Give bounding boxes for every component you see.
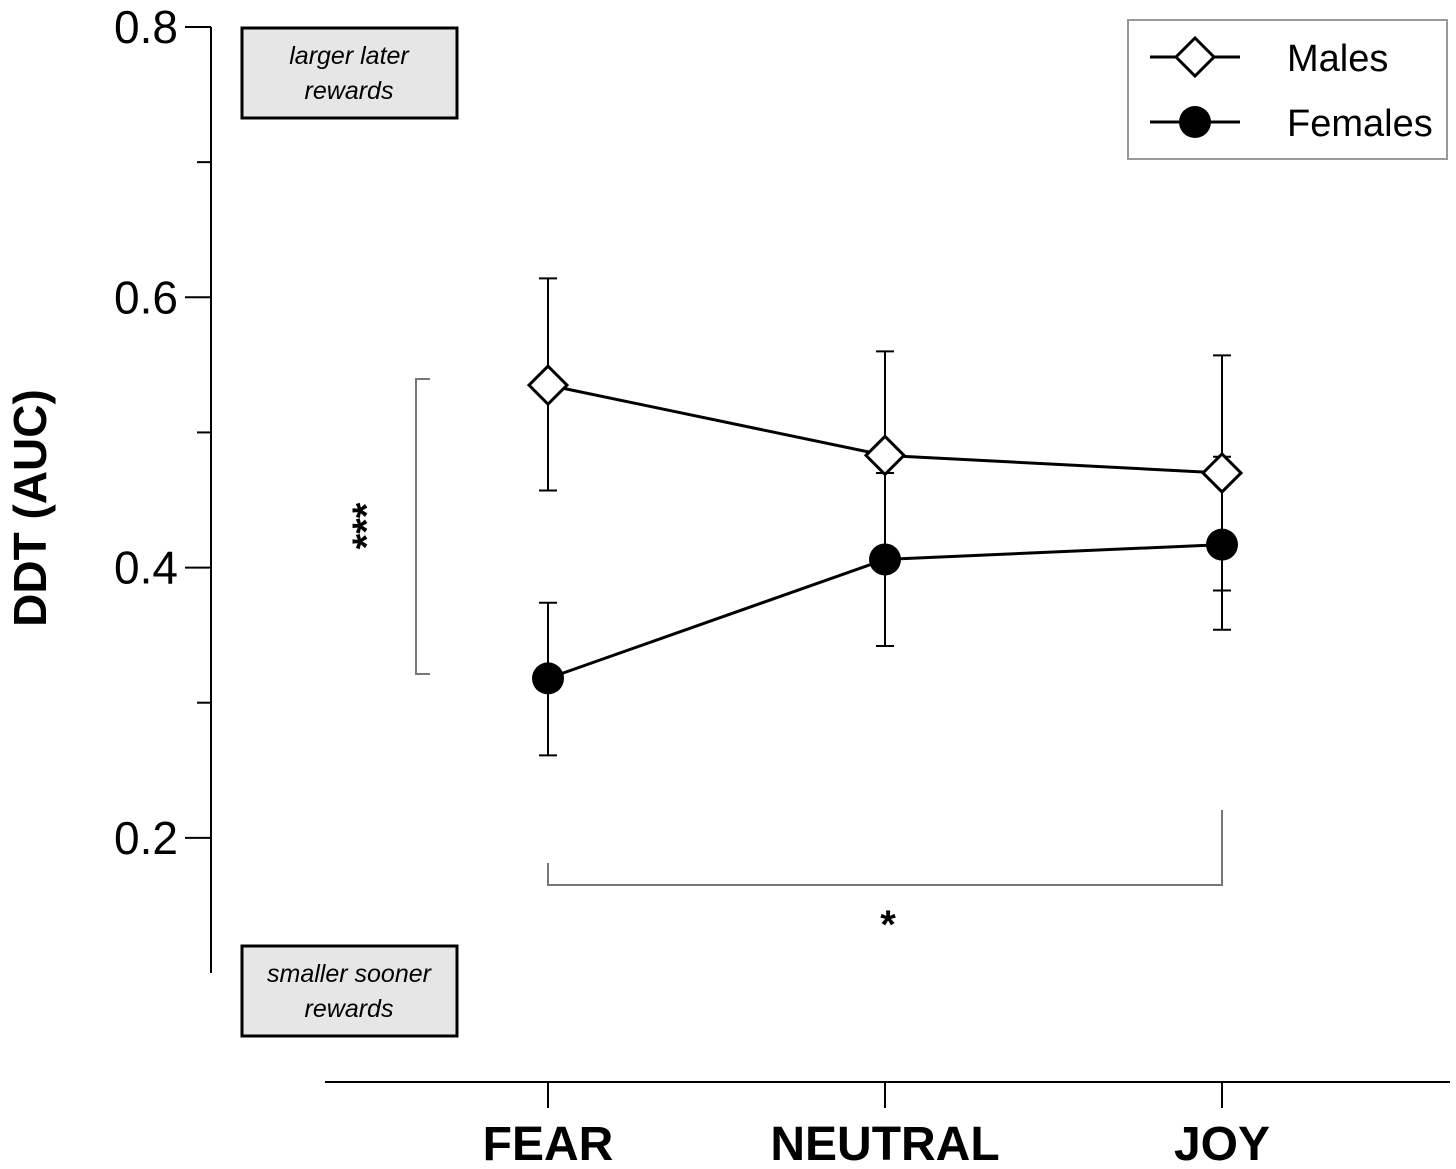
females-point <box>532 662 564 695</box>
x-category-label: FEAR <box>483 1118 614 1169</box>
legend-males-marker <box>1173 35 1217 79</box>
larger-later-rewards-box: larger later rewards <box>240 26 459 120</box>
x-category-label: NEUTRAL <box>770 1118 999 1169</box>
males-point <box>526 364 570 407</box>
legend-females-label: Females <box>1287 103 1433 145</box>
legend-males-label: Males <box>1287 38 1388 80</box>
series-markers <box>526 364 1244 695</box>
females-point <box>869 543 901 576</box>
x-axis-ticks: FEAR NEUTRAL JOY <box>483 1082 1270 1169</box>
sex-significance-label: *** <box>345 502 389 549</box>
error-bars <box>539 277 1231 757</box>
females-point <box>1206 528 1238 561</box>
legend-females-marker <box>1179 106 1211 138</box>
larger-later-line1: larger later <box>289 42 410 70</box>
y-tick-label: 0.4 <box>114 542 178 594</box>
sex-significance-bracket <box>415 378 430 675</box>
smaller-sooner-rewards-box: smaller sooner rewards <box>240 944 459 1038</box>
smaller-sooner-line2: rewards <box>305 995 394 1023</box>
y-tick-label: 0.2 <box>114 812 178 864</box>
males-point <box>863 434 907 477</box>
legend: Males Females <box>1127 19 1448 160</box>
y-tick-label: 0.6 <box>114 271 178 323</box>
condition-significance-bracket <box>547 810 1223 886</box>
y-axis-ticks: 0.2 0.4 0.6 0.8 <box>114 1 211 864</box>
y-tick-label: 0.8 <box>114 1 178 53</box>
y-axis-title: DDT (AUC) <box>4 389 56 627</box>
x-category-label: JOY <box>1174 1118 1270 1169</box>
condition-significance-label: * <box>880 903 896 947</box>
males-point <box>1200 451 1244 495</box>
larger-later-line2: rewards <box>305 77 394 105</box>
smaller-sooner-line1: smaller sooner <box>267 960 433 988</box>
